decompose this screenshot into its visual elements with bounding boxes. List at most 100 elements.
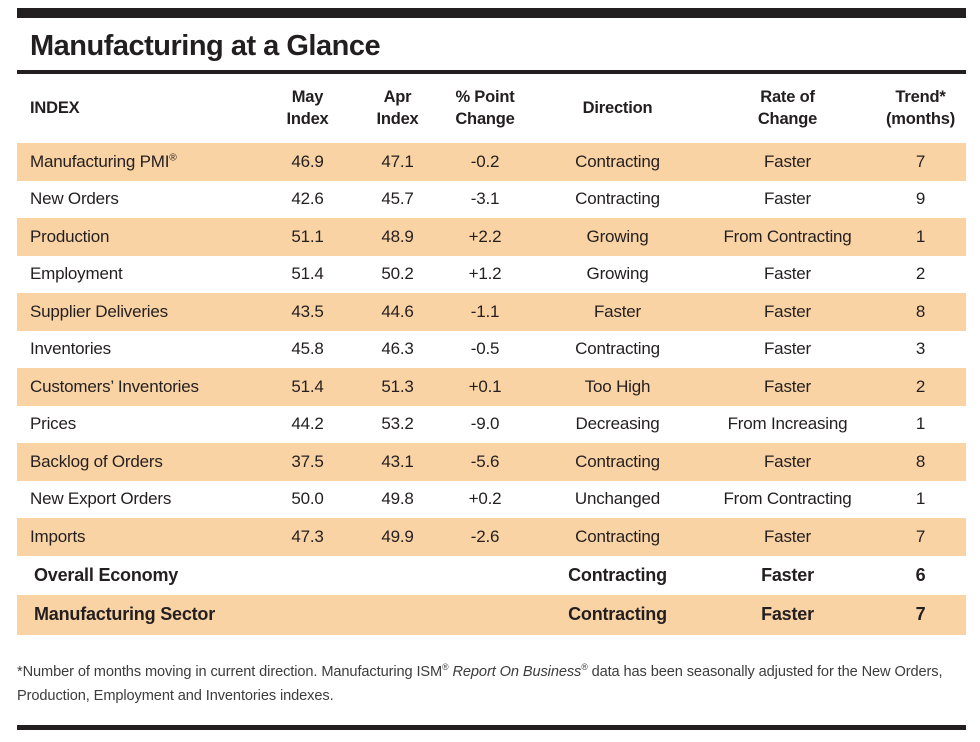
cell-change: +0.1: [468, 376, 502, 396]
cell-apr: 53.2: [381, 414, 414, 434]
cell-index: Overall Economy: [34, 564, 179, 585]
cell-may: 37.5: [291, 451, 324, 471]
cell-index: Customers’ Inventories: [30, 376, 199, 396]
cell-direction: Contracting: [575, 451, 660, 471]
footnote-text: data has been seasonally adjusted for th…: [587, 664, 943, 680]
cell-apr: 44.6: [381, 301, 414, 321]
cell-direction: Growing: [586, 226, 649, 246]
cell-direction: Contracting: [575, 151, 660, 171]
cell-may: 51.4: [291, 376, 324, 396]
table-row: Supplier Deliveries 43.5 44.6 -1.1 Faster Fas…: [17, 293, 966, 331]
cell-trend: 8: [915, 451, 926, 471]
cell-change: -5.6: [470, 451, 500, 471]
summary-row: Overall Economy Contracting Faster 6: [17, 556, 966, 596]
header-cell-index: INDEX: [30, 98, 80, 117]
cell-index: Imports: [30, 526, 86, 546]
cell-change: -3.1: [470, 189, 500, 209]
cell-rate: Faster: [764, 301, 811, 321]
registered-mark: ®: [442, 662, 449, 673]
cell-change: -0.2: [470, 151, 500, 171]
cell-index: Inventories: [30, 339, 111, 359]
cell-apr: 49.9: [381, 526, 414, 546]
table-row: Customers’ Inventories 51.4 51.3 +0.1 Too Hi…: [17, 368, 966, 406]
table-header-row: INDEX May Index Apr Index % Point Change Dir…: [17, 74, 966, 143]
cell-change: -1.1: [470, 301, 500, 321]
header-cell-may: May Index: [286, 88, 329, 128]
table-row: Employment 51.4 50.2 +1.2 Growing Faster 2: [17, 256, 966, 294]
cell-change: -0.5: [470, 339, 500, 359]
table-row: Inventories 45.8 46.3 -0.5 Contracting Faster…: [17, 331, 966, 369]
header-cell-direction: Direction: [582, 98, 653, 117]
cell-may: 51.4: [291, 264, 324, 284]
table-row: Production 51.1 48.9 +2.2 Growing From Contra…: [17, 218, 966, 256]
cell-rate: Faster: [764, 526, 811, 546]
cell-trend: 3: [915, 339, 926, 359]
top-rule: [17, 8, 966, 18]
cell-may: 47.3: [291, 526, 324, 546]
cell-may: 50.0: [291, 489, 324, 509]
registered-mark: ®: [581, 662, 588, 673]
cell-direction: Contracting: [568, 604, 667, 625]
cell-rate: Faster: [764, 151, 811, 171]
cell-rate: From Increasing: [727, 414, 848, 434]
cell-apr: 51.3: [381, 376, 414, 396]
cell-rate: Faster: [764, 189, 811, 209]
table-row: Prices 44.2 53.2 -9.0 Decreasing From Increas…: [17, 406, 966, 444]
cell-apr: 50.2: [381, 264, 414, 284]
header-cell-rate: Rate of Change: [757, 88, 818, 128]
cell-change: -2.6: [470, 526, 500, 546]
footnote: *Number of months moving in current dire…: [17, 661, 969, 708]
cell-may: 42.6: [291, 189, 324, 209]
cell-index: Backlog of Orders: [30, 451, 163, 471]
cell-apr: 43.1: [381, 451, 414, 471]
cell-index: Prices: [30, 414, 77, 434]
cell-rate: Faster: [764, 339, 811, 359]
cell-trend: 7: [915, 604, 926, 625]
footnote-text: Production, Employment and Inventories i…: [17, 687, 334, 704]
manufacturing-table: INDEX May Index Apr Index % Point Change Dir…: [17, 74, 966, 635]
cell-trend: 7: [915, 151, 926, 171]
table-body: Manufacturing PMI® 46.9 47.1 -0.2 Contractin…: [17, 143, 966, 635]
cell-trend: 1: [915, 414, 926, 434]
cell-index: Employment: [30, 264, 123, 284]
cell-apr: 49.8: [381, 489, 414, 509]
cell-change: -9.0: [470, 414, 500, 434]
cell-trend: 9: [915, 189, 926, 209]
cell-may: 45.8: [291, 339, 324, 359]
table-row: Backlog of Orders 37.5 43.1 -5.6 Contracting…: [17, 443, 966, 481]
cell-rate: From Contracting: [723, 489, 852, 509]
cell-trend: 2: [915, 376, 926, 396]
cell-trend: 1: [915, 489, 926, 509]
cell-rate: Faster: [764, 376, 811, 396]
cell-index: Manufacturing Sector: [34, 604, 216, 625]
cell-direction: Contracting: [568, 564, 667, 585]
cell-change: +1.2: [468, 264, 502, 284]
cell-direction: Contracting: [575, 189, 660, 209]
cell-may: 44.2: [291, 414, 324, 434]
cell-direction: Contracting: [575, 339, 660, 359]
cell-index: Production: [30, 226, 110, 246]
cell-trend: 7: [915, 526, 926, 546]
cell-rate: Faster: [761, 604, 814, 625]
cell-index: Supplier Deliveries: [30, 301, 168, 321]
header-cell-apr: Apr Index: [376, 88, 419, 128]
cell-apr: 46.3: [381, 339, 414, 359]
cell-index: Manufacturing PMI®: [30, 151, 177, 171]
cell-may: 46.9: [291, 151, 324, 171]
cell-may: 43.5: [291, 301, 324, 321]
cell-direction: Decreasing: [575, 414, 660, 434]
cell-apr: 47.1: [381, 151, 414, 171]
cell-index: New Orders: [30, 189, 119, 209]
cell-trend: 2: [915, 264, 926, 284]
cell-trend: 8: [915, 301, 926, 321]
table-row: Manufacturing PMI® 46.9 47.1 -0.2 Contractin…: [17, 143, 966, 181]
cell-direction: Contracting: [575, 526, 660, 546]
cell-trend: 1: [915, 226, 926, 246]
cell-apr: 45.7: [381, 189, 414, 209]
cell-trend: 6: [915, 564, 926, 585]
cell-direction: Unchanged: [574, 489, 661, 509]
cell-rate: Faster: [761, 564, 814, 585]
cell-rate: Faster: [764, 264, 811, 284]
table-row: New Orders 42.6 45.7 -3.1 Contracting Faster 9: [17, 181, 966, 219]
